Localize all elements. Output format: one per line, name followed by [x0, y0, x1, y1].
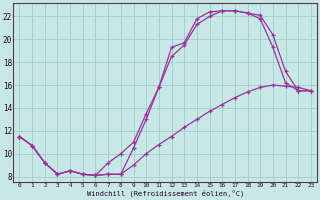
X-axis label: Windchill (Refroidissement éolien,°C): Windchill (Refroidissement éolien,°C): [86, 190, 244, 197]
